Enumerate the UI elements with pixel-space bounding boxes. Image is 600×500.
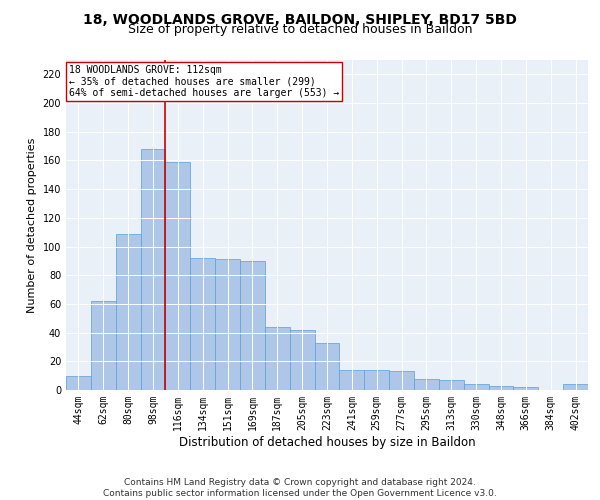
Text: Size of property relative to detached houses in Baildon: Size of property relative to detached ho… xyxy=(128,22,472,36)
Bar xyxy=(66,376,91,390)
Bar xyxy=(439,380,464,390)
X-axis label: Distribution of detached houses by size in Baildon: Distribution of detached houses by size … xyxy=(179,436,475,448)
Bar xyxy=(91,301,116,390)
Bar xyxy=(340,370,364,390)
Bar xyxy=(290,330,314,390)
Bar xyxy=(240,261,265,390)
Bar xyxy=(389,372,414,390)
Bar xyxy=(265,327,290,390)
Bar xyxy=(190,258,215,390)
Bar xyxy=(563,384,588,390)
Bar xyxy=(514,387,538,390)
Bar xyxy=(488,386,514,390)
Bar xyxy=(364,370,389,390)
Text: 18 WOODLANDS GROVE: 112sqm
← 35% of detached houses are smaller (299)
64% of sem: 18 WOODLANDS GROVE: 112sqm ← 35% of deta… xyxy=(68,65,339,98)
Text: 18, WOODLANDS GROVE, BAILDON, SHIPLEY, BD17 5BD: 18, WOODLANDS GROVE, BAILDON, SHIPLEY, B… xyxy=(83,12,517,26)
Bar xyxy=(414,378,439,390)
Bar xyxy=(140,149,166,390)
Y-axis label: Number of detached properties: Number of detached properties xyxy=(27,138,37,312)
Bar xyxy=(116,234,140,390)
Text: Contains HM Land Registry data © Crown copyright and database right 2024.
Contai: Contains HM Land Registry data © Crown c… xyxy=(103,478,497,498)
Bar xyxy=(166,162,190,390)
Bar xyxy=(215,260,240,390)
Bar xyxy=(314,342,340,390)
Bar xyxy=(464,384,488,390)
